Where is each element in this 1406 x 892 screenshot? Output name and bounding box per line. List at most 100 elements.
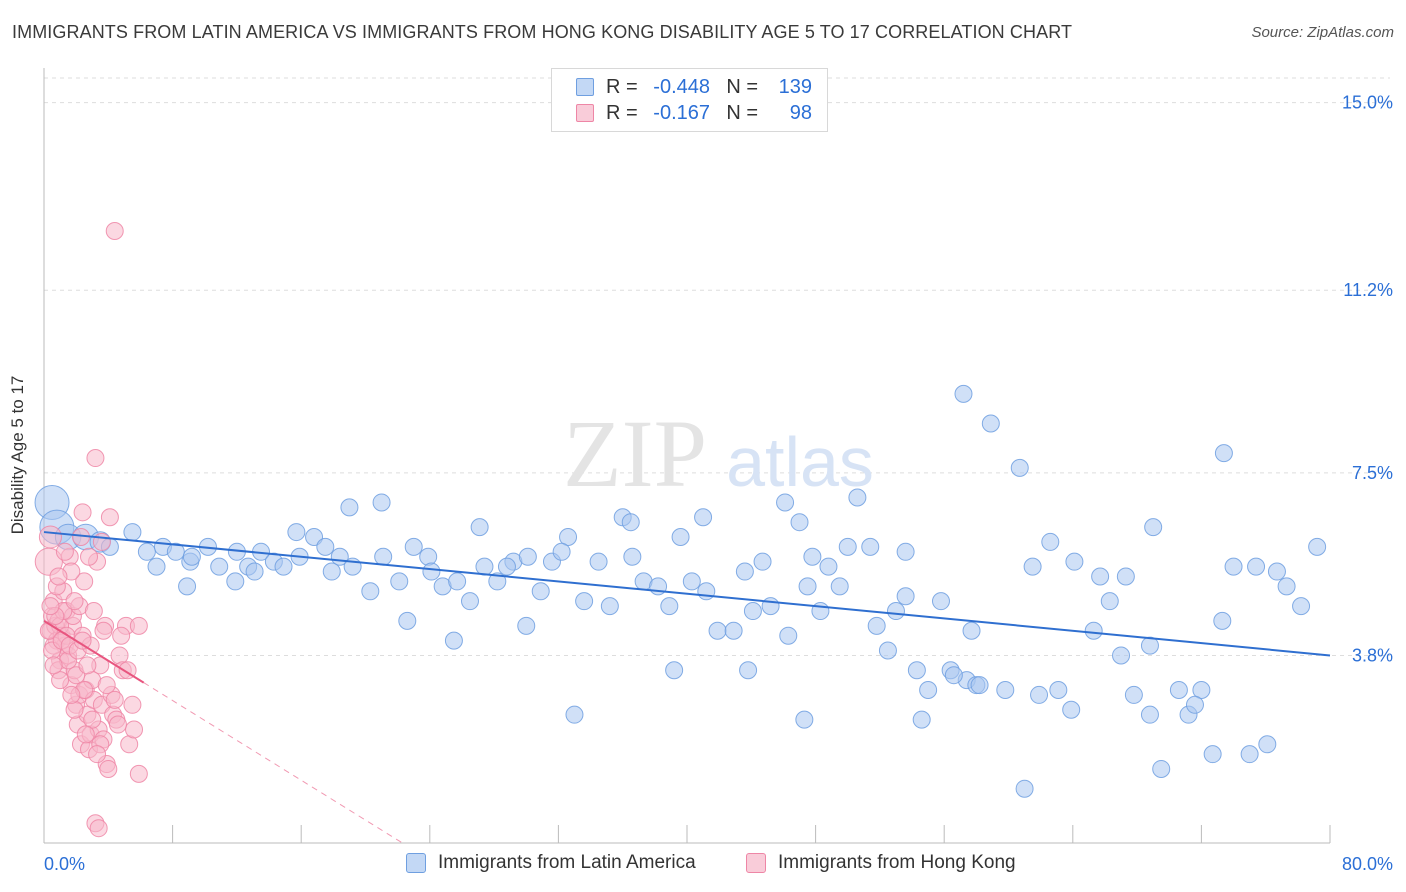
blue-point: [878, 641, 897, 660]
pink-point: [88, 745, 107, 764]
pink-point: [84, 602, 103, 621]
series-latin-america: [34, 384, 1327, 798]
blue-point: [981, 414, 1000, 433]
blue-point: [552, 542, 571, 561]
pink-point: [100, 508, 119, 527]
blue-point: [944, 666, 963, 685]
pink-point: [99, 759, 118, 778]
pink-point: [51, 671, 70, 690]
blue-point: [735, 562, 754, 581]
pink-point: [78, 656, 97, 675]
trend-line-hong-kong: [43, 620, 145, 684]
blue-point: [848, 488, 867, 507]
pink-point: [112, 626, 131, 645]
blue-point: [1192, 681, 1211, 699]
blue-point: [398, 611, 417, 630]
pink-point: [80, 547, 99, 566]
legend-n-value: 98: [789, 101, 812, 124]
legend-row-hong-kong: R = -0.167 N = 98: [576, 101, 812, 125]
blue-point: [444, 631, 463, 650]
watermark: ZIP atlas: [563, 400, 874, 507]
pink-point: [92, 532, 111, 551]
legend-r-value: -0.167: [653, 101, 710, 124]
blue-point: [1065, 552, 1084, 571]
blue-point: [1049, 681, 1068, 699]
series-swatch-pink: [746, 853, 766, 873]
blue-point: [886, 602, 905, 621]
blue-point: [322, 562, 341, 581]
pink-point: [62, 685, 81, 704]
pink-point: [55, 542, 74, 561]
blue-point: [531, 582, 550, 601]
blue-point: [623, 547, 642, 566]
blue-point: [1185, 695, 1204, 714]
blue-point: [589, 552, 608, 571]
blue-point: [210, 557, 229, 576]
pink-point: [89, 819, 108, 838]
blue-point: [660, 597, 679, 616]
blue-point: [779, 626, 798, 645]
series-legend-hong-kong: Immigrants from Hong Kong: [746, 852, 1016, 874]
blue-point: [245, 562, 264, 581]
blue-point: [896, 542, 915, 561]
blue-point: [1140, 636, 1159, 655]
blue-point: [708, 621, 727, 640]
blue-point: [1100, 592, 1119, 611]
pink-point: [129, 764, 148, 783]
blue-point: [1084, 621, 1103, 640]
trend-lines: [43, 531, 1331, 844]
blue-point: [600, 597, 619, 616]
y-axis-label: Disability Age 5 to 17: [8, 375, 27, 535]
blue-point: [1030, 685, 1049, 704]
pink-point: [110, 646, 129, 665]
blue-point: [867, 616, 886, 635]
watermark-zip: ZIP: [563, 400, 707, 507]
pink-point: [105, 690, 124, 709]
watermark-atlas: atlas: [726, 423, 874, 501]
blue-point: [776, 493, 795, 512]
legend-n-value: 139: [778, 75, 812, 98]
blue-point: [1267, 562, 1286, 581]
blue-point: [374, 547, 393, 566]
blue-point: [372, 493, 391, 512]
blue-point: [1010, 458, 1029, 477]
blue-point: [1247, 557, 1266, 576]
legend: R = -0.448 N = 139 R = -0.167 N = 98: [551, 68, 828, 132]
legend-n-label: N =: [726, 101, 758, 124]
trend-line-latin-america: [43, 531, 1331, 657]
blue-point: [1144, 518, 1163, 537]
pink-point: [83, 710, 102, 729]
pink-point: [94, 621, 113, 640]
blue-point: [753, 552, 772, 571]
series-name-hong-kong: Immigrants from Hong Kong: [778, 852, 1016, 873]
pink-point: [65, 592, 84, 611]
y-tick-label: 3.8%: [1352, 645, 1393, 665]
blue-point: [931, 592, 950, 611]
blue-point: [419, 547, 438, 566]
blue-point: [1152, 759, 1171, 778]
blue-point: [671, 528, 690, 546]
blue-point: [448, 572, 467, 591]
chart-title: IMMIGRANTS FROM LATIN AMERICA VS IMMIGRA…: [12, 22, 1073, 42]
blue-point: [803, 547, 822, 566]
source-label: Source: ZipAtlas.com: [1251, 24, 1394, 41]
blue-point: [1169, 681, 1188, 699]
data-series: [34, 222, 1327, 838]
tick-labels: 3.8% 7.5% 11.2% 15.0% 0.0% 80.0%: [44, 93, 1393, 874]
blue-point: [743, 602, 762, 621]
pink-point: [75, 572, 94, 591]
pink-point: [129, 616, 148, 635]
blue-point: [1240, 745, 1259, 764]
blue-point: [123, 523, 142, 542]
pink-point: [76, 725, 95, 744]
blue-point: [488, 572, 507, 591]
blue-point: [1258, 735, 1277, 754]
blue-point: [316, 537, 335, 556]
blue-point: [830, 577, 849, 596]
blue-point: [1308, 537, 1327, 556]
blue-point: [361, 582, 380, 601]
blue-point: [996, 681, 1015, 699]
blue-point: [694, 508, 713, 527]
blue-point: [861, 537, 880, 556]
